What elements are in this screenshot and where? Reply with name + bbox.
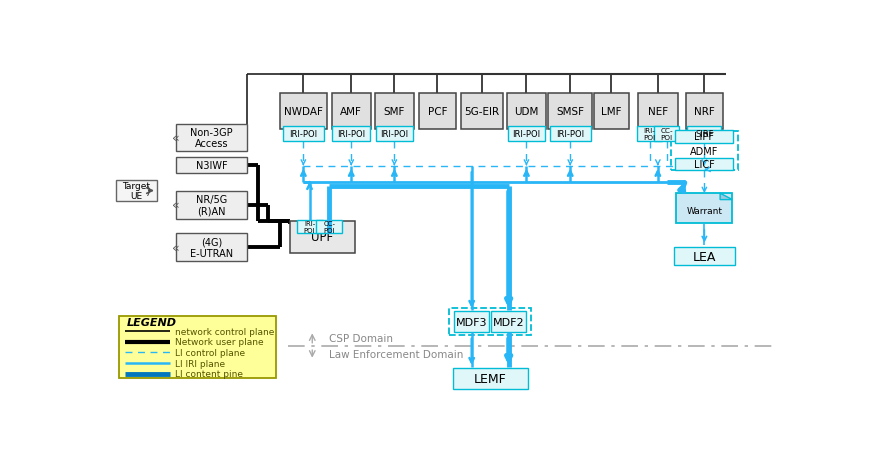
FancyBboxPatch shape	[593, 94, 629, 129]
FancyBboxPatch shape	[491, 311, 526, 332]
FancyBboxPatch shape	[419, 94, 457, 129]
Text: CSP Domain: CSP Domain	[329, 333, 393, 343]
FancyBboxPatch shape	[675, 131, 734, 143]
Text: network control plane: network control plane	[175, 327, 274, 336]
FancyBboxPatch shape	[116, 181, 157, 202]
FancyBboxPatch shape	[637, 127, 662, 142]
Text: LEA: LEA	[692, 250, 716, 263]
Text: IRI-POI: IRI-POI	[290, 130, 317, 139]
FancyBboxPatch shape	[176, 191, 247, 219]
FancyBboxPatch shape	[454, 311, 489, 332]
FancyBboxPatch shape	[283, 127, 324, 142]
FancyBboxPatch shape	[332, 94, 371, 129]
Text: LIPF: LIPF	[694, 132, 714, 142]
Text: NR/5G
(R)AN: NR/5G (R)AN	[196, 195, 227, 216]
FancyBboxPatch shape	[676, 194, 732, 224]
FancyBboxPatch shape	[507, 94, 547, 129]
FancyBboxPatch shape	[280, 94, 327, 129]
Text: IRI-POI: IRI-POI	[556, 130, 585, 139]
Text: PCF: PCF	[427, 106, 447, 117]
FancyBboxPatch shape	[118, 317, 276, 379]
Text: LMF: LMF	[601, 106, 622, 117]
Text: CC-
POI: CC- POI	[323, 220, 336, 233]
Text: IRI-POI: IRI-POI	[381, 130, 409, 139]
FancyBboxPatch shape	[685, 94, 723, 129]
Text: Non-3GP
Access: Non-3GP Access	[191, 127, 233, 149]
FancyBboxPatch shape	[316, 220, 343, 234]
FancyBboxPatch shape	[290, 221, 355, 253]
Text: SMF: SMF	[384, 106, 405, 117]
Text: Network user plane: Network user plane	[175, 337, 263, 347]
Text: Target
UE: Target UE	[123, 181, 150, 201]
FancyBboxPatch shape	[453, 368, 528, 389]
Text: N3IWF: N3IWF	[196, 160, 228, 170]
Text: LI control plane: LI control plane	[175, 348, 245, 357]
FancyBboxPatch shape	[687, 127, 721, 142]
FancyBboxPatch shape	[176, 157, 247, 174]
Text: NWDAF: NWDAF	[284, 106, 323, 117]
FancyBboxPatch shape	[176, 124, 247, 152]
Text: MDF3: MDF3	[456, 317, 487, 327]
Text: LI IRI plane: LI IRI plane	[175, 359, 225, 368]
Text: LEMF: LEMF	[474, 372, 507, 385]
Text: «: «	[172, 241, 180, 254]
Text: 5G-EIR: 5G-EIR	[464, 106, 500, 117]
FancyBboxPatch shape	[550, 127, 591, 142]
Text: AMF: AMF	[340, 106, 362, 117]
Text: NRF: NRF	[694, 106, 714, 117]
Text: LEGEND: LEGEND	[127, 317, 177, 327]
Text: LICF: LICF	[694, 160, 714, 170]
Polygon shape	[721, 194, 732, 200]
Text: IRI-
POI: IRI- POI	[304, 220, 315, 233]
Text: MDF2: MDF2	[493, 317, 525, 327]
Text: SMSF: SMSF	[556, 106, 585, 117]
Text: UDM: UDM	[514, 106, 539, 117]
FancyBboxPatch shape	[675, 158, 734, 171]
Text: CC-
POI: CC- POI	[660, 128, 673, 141]
FancyBboxPatch shape	[375, 94, 413, 129]
FancyBboxPatch shape	[332, 127, 370, 142]
Text: Warrant: Warrant	[686, 206, 722, 215]
Text: Law Enforcement Domain: Law Enforcement Domain	[329, 349, 464, 359]
FancyBboxPatch shape	[674, 247, 736, 266]
Text: UPF: UPF	[312, 230, 334, 244]
Text: NEF: NEF	[648, 106, 668, 117]
Text: (4G)
E-UTRAN: (4G) E-UTRAN	[190, 237, 233, 258]
FancyBboxPatch shape	[548, 94, 592, 129]
FancyBboxPatch shape	[638, 94, 677, 129]
FancyBboxPatch shape	[176, 234, 247, 262]
Text: IRI-POI: IRI-POI	[512, 130, 540, 139]
Text: LI content pine: LI content pine	[175, 369, 243, 378]
Text: SIRF: SIRF	[695, 130, 713, 139]
Text: ): )	[146, 185, 150, 198]
Text: IRI-POI: IRI-POI	[337, 130, 366, 139]
FancyBboxPatch shape	[376, 127, 413, 142]
Text: «: «	[172, 132, 180, 145]
FancyBboxPatch shape	[654, 127, 679, 142]
Text: IRI-
POI: IRI- POI	[644, 128, 656, 141]
Text: ADMF: ADMF	[691, 146, 719, 156]
FancyBboxPatch shape	[297, 220, 322, 234]
FancyBboxPatch shape	[461, 94, 503, 129]
FancyBboxPatch shape	[508, 127, 546, 142]
Text: «: «	[172, 199, 180, 212]
